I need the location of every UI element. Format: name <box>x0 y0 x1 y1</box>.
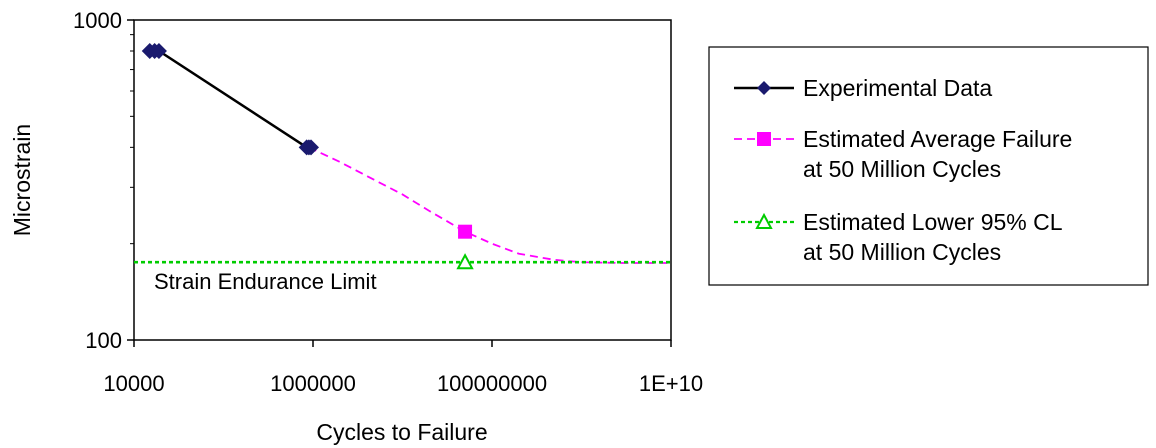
annotation-strain-endurance-limit: Strain Endurance Limit <box>154 269 377 294</box>
legend: Experimental Data Estimated Average Fail… <box>708 46 1149 286</box>
markers-layer <box>141 43 474 270</box>
y-axis-title: Microstrain <box>9 124 35 236</box>
legend-marker-diamond <box>757 81 771 95</box>
y-tick-label: 1000 <box>73 8 122 33</box>
legend-label-lower-cl-line1: Estimated Lower 95% CL <box>803 209 1063 235</box>
x-tick-label: 10000 <box>103 371 164 396</box>
x-tick-label: 1E+10 <box>639 371 703 396</box>
legend-label-lower-cl-line2: at 50 Million Cycles <box>803 239 1001 265</box>
x-tick-label: 100000000 <box>437 371 547 396</box>
plot-area <box>133 19 672 341</box>
legend-marker-square <box>757 132 771 146</box>
lower-cl-point <box>456 253 474 270</box>
legend-marker-triangle <box>755 212 773 229</box>
x-tick-label: 1000000 <box>270 371 356 396</box>
experimental-data-point <box>303 139 320 156</box>
legend-label-average-line1: Estimated Average Failure <box>803 126 1072 152</box>
legend-label-experimental: Experimental Data <box>803 75 992 101</box>
experimental-data-point <box>150 43 167 60</box>
estimated-average-point <box>458 224 473 239</box>
x-axis-title: Cycles to Failure <box>316 419 487 445</box>
y-tick-label: 100 <box>85 328 122 353</box>
axis-ticks: 10000 1000000 100000000 1E+10 100 1000 <box>73 8 703 396</box>
legend-label-average-line2: at 50 Million Cycles <box>803 156 1001 182</box>
legend-box <box>708 46 1149 286</box>
series-line-estimated-average <box>308 146 671 264</box>
